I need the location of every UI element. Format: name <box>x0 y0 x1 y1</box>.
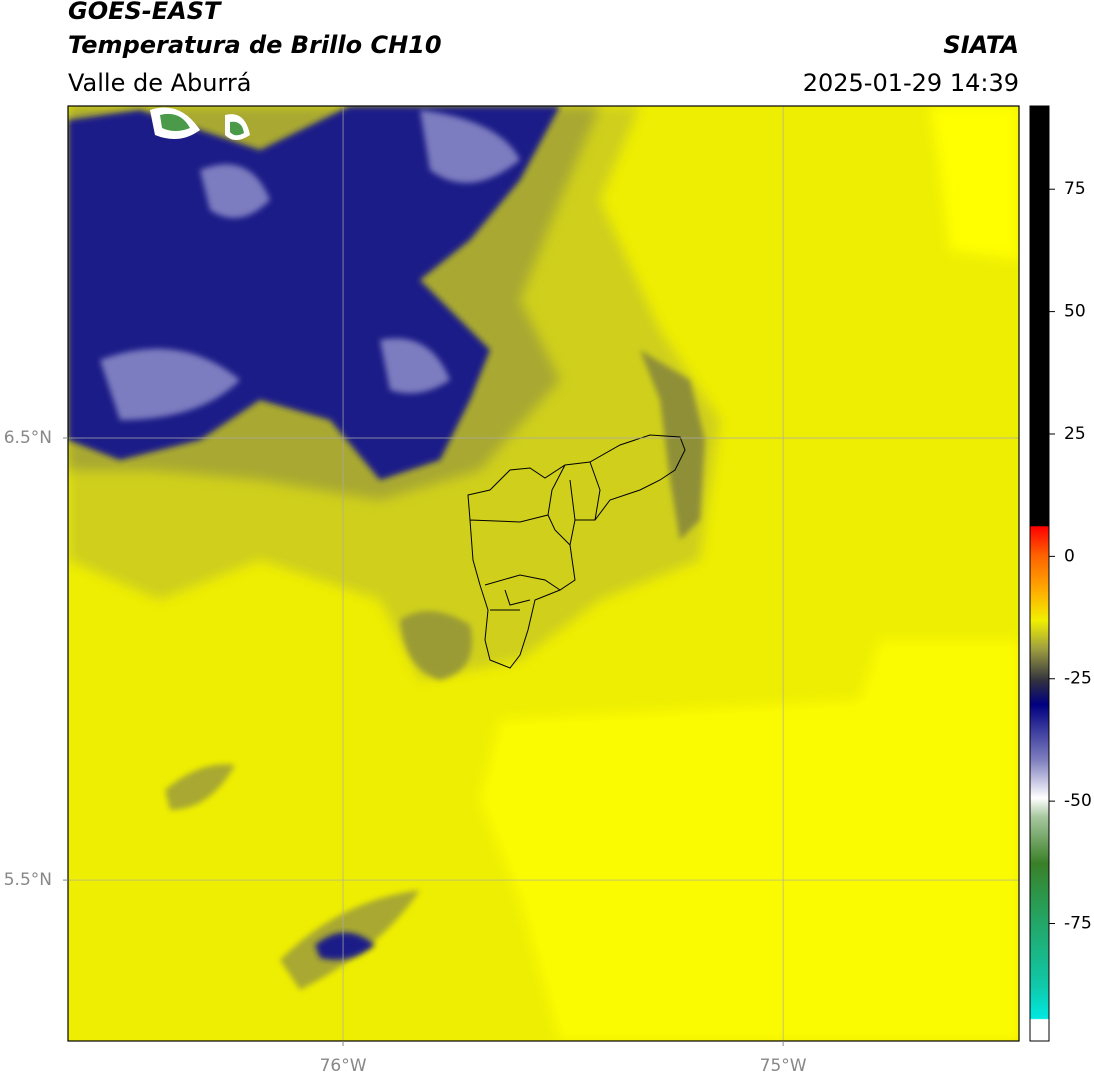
colorbar-tick-label: 0 <box>1064 546 1075 566</box>
colorbar-tick-label: 25 <box>1064 424 1086 444</box>
lat-tick-label: 6.5°N <box>4 428 52 448</box>
graticule <box>68 106 1019 1041</box>
colorbar-tick-label: -50 <box>1064 791 1092 811</box>
lon-tick-label: 76°W <box>320 1056 367 1076</box>
colorbar <box>1029 105 1050 1042</box>
satellite-title: GOES-EAST <box>68 0 222 25</box>
colorbar-tick-label: 50 <box>1064 302 1086 322</box>
map-image <box>68 106 1019 1041</box>
datetime: 2025-01-29 14:39 <box>803 69 1019 97</box>
map-frame <box>67 105 1020 1042</box>
lat-tick-label: 5.5°N <box>4 870 52 890</box>
colorbar-tick-label: -75 <box>1064 914 1092 934</box>
lon-tick-label: 75°W <box>760 1056 807 1076</box>
source: SIATA <box>943 31 1019 59</box>
colorbar-tick-label: 75 <box>1064 179 1086 199</box>
colorbar-tick-label: -25 <box>1064 669 1092 689</box>
product-title: Temperatura de Brillo CH10 <box>68 31 442 59</box>
region: Valle de Aburrá <box>68 69 252 97</box>
